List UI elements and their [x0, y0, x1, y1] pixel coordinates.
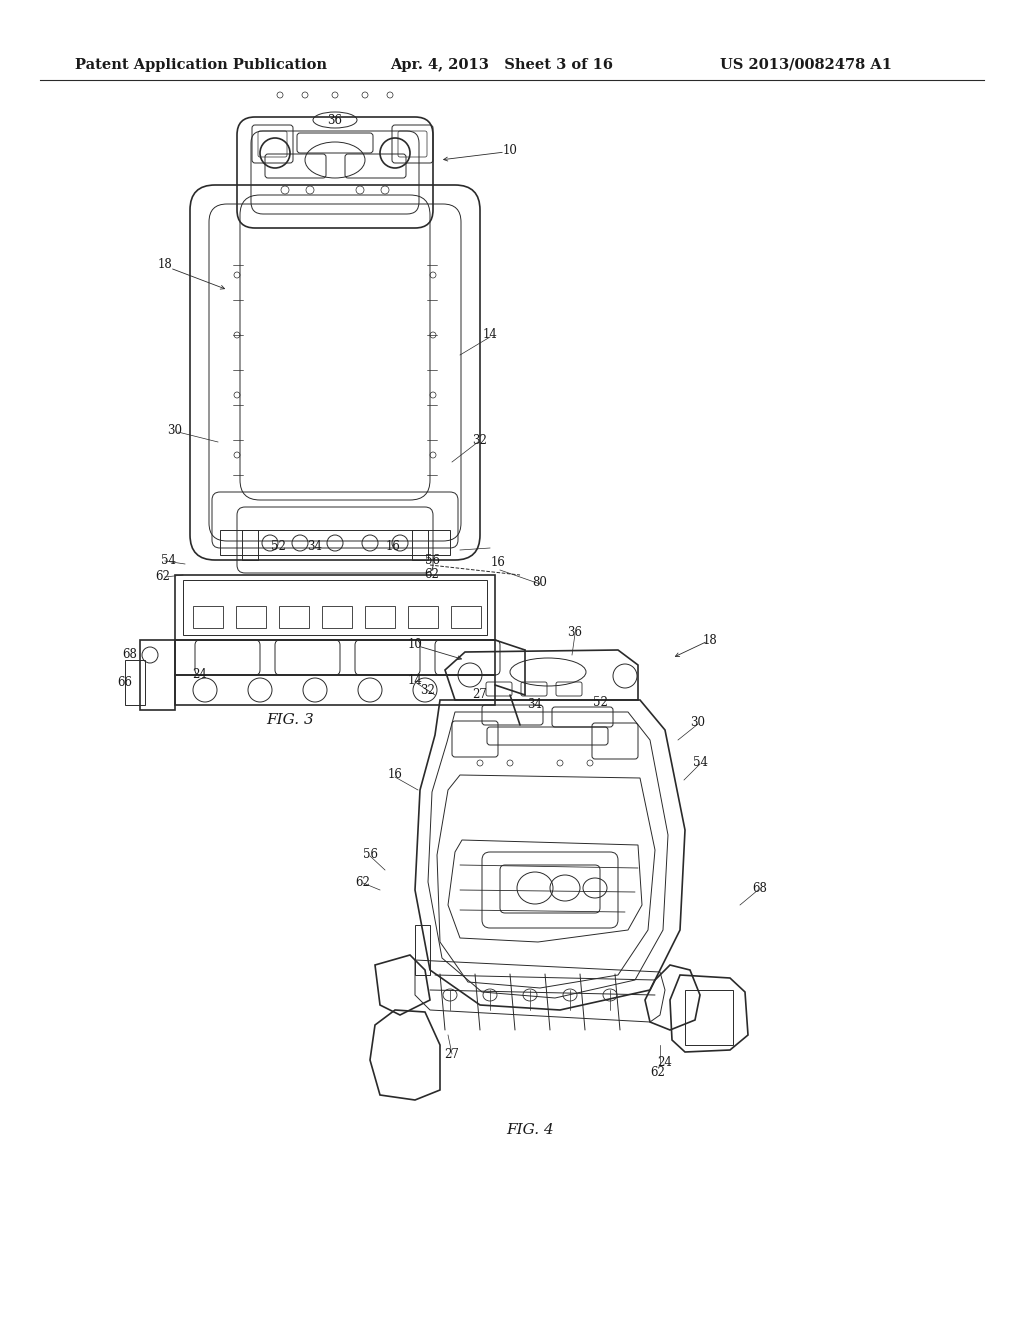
Text: 14: 14 [408, 673, 423, 686]
Text: 62: 62 [156, 569, 170, 582]
Text: 68: 68 [753, 882, 767, 895]
Text: Apr. 4, 2013   Sheet 3 of 16: Apr. 4, 2013 Sheet 3 of 16 [390, 58, 613, 73]
Bar [412, 531, 428, 560]
Text: 16: 16 [490, 556, 506, 569]
Text: 18: 18 [158, 259, 172, 272]
Text: 18: 18 [702, 634, 718, 647]
Text: 66: 66 [118, 676, 132, 689]
Text: 54: 54 [161, 553, 175, 566]
Bar [183, 579, 487, 635]
Text: 62: 62 [355, 875, 371, 888]
Text: 80: 80 [532, 577, 548, 590]
Text: 27: 27 [472, 689, 487, 701]
Text: 30: 30 [168, 424, 182, 437]
Bar [125, 660, 145, 705]
Bar [175, 576, 495, 640]
Text: FIG. 3: FIG. 3 [266, 713, 314, 727]
Text: US 2013/0082478 A1: US 2013/0082478 A1 [720, 58, 892, 73]
Bar [279, 606, 309, 628]
Text: 27: 27 [444, 1048, 460, 1061]
Text: FIG. 4: FIG. 4 [506, 1123, 554, 1137]
Text: 52: 52 [270, 540, 286, 553]
Bar [220, 531, 450, 554]
Text: Patent Application Publication: Patent Application Publication [75, 58, 327, 73]
Text: 10: 10 [408, 639, 423, 652]
Text: 62: 62 [425, 569, 439, 582]
Text: 62: 62 [650, 1067, 666, 1080]
Text: 56: 56 [425, 553, 439, 566]
Bar [685, 990, 733, 1045]
Bar [193, 606, 223, 628]
Text: 34: 34 [527, 698, 543, 711]
Text: 36: 36 [328, 114, 342, 127]
Bar [140, 640, 175, 710]
Text: 34: 34 [307, 540, 323, 553]
Bar [408, 606, 438, 628]
Bar [236, 606, 266, 628]
Text: 30: 30 [690, 715, 706, 729]
Text: 32: 32 [421, 684, 435, 697]
Bar [451, 606, 481, 628]
Text: 10: 10 [503, 144, 517, 157]
Text: 54: 54 [692, 755, 708, 768]
Bar [365, 606, 395, 628]
Text: 68: 68 [123, 648, 137, 660]
Text: 24: 24 [657, 1056, 673, 1068]
Text: 32: 32 [472, 433, 487, 446]
Text: 14: 14 [482, 329, 498, 342]
Text: 16: 16 [386, 540, 400, 553]
Bar [175, 675, 495, 705]
Bar [415, 925, 430, 975]
Bar [242, 531, 258, 560]
Text: 36: 36 [567, 626, 583, 639]
Text: 24: 24 [193, 668, 208, 681]
Text: 16: 16 [387, 768, 402, 781]
Bar [175, 640, 495, 675]
Text: 52: 52 [593, 696, 607, 709]
Text: 56: 56 [362, 849, 378, 862]
Bar [322, 606, 352, 628]
